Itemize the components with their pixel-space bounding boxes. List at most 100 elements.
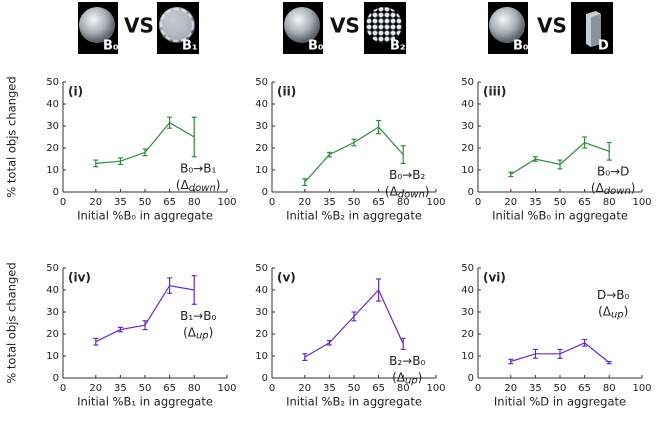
error-bar: [400, 145, 406, 164]
error-bar: [606, 360, 612, 365]
x-tick-label: 20: [298, 197, 311, 208]
line: [95, 121, 195, 164]
annotation-sub: up: [196, 330, 209, 341]
y-tick-label: 50: [46, 263, 59, 274]
error-bar: [93, 337, 99, 346]
x-tick-label: 20: [298, 383, 311, 394]
x-tick-label: 65: [578, 383, 591, 394]
error-bar: [557, 348, 563, 359]
x-tick-label: 100: [217, 383, 236, 394]
annotation-sub: up: [405, 375, 418, 386]
y-axis-label: % total objs changed: [5, 76, 19, 197]
error-bar: [191, 116, 197, 158]
x-axis-label: Initial %B₁ in aggregate: [77, 395, 213, 409]
x-tick-label: 65: [372, 197, 385, 208]
panel-label: (vi): [483, 271, 506, 285]
annotation-part: ): [209, 325, 214, 339]
y-tick-label: 50: [46, 77, 59, 88]
annotation-sub: down: [398, 189, 425, 200]
x-tick-label: 80: [188, 197, 201, 208]
x-tick-label: 80: [397, 383, 410, 394]
y-tick-label: 40: [255, 285, 268, 296]
y-tick-label: 30: [461, 121, 474, 132]
y-tick-label: 40: [461, 99, 474, 110]
x-tick-label: 100: [632, 197, 651, 208]
box-side: [591, 14, 601, 47]
annotation-part: ): [418, 370, 423, 384]
vs: VS: [124, 14, 154, 38]
x-tick-label: 35: [529, 383, 542, 394]
error-bar: [532, 156, 538, 162]
error-bar: [191, 275, 197, 305]
x-tick-label: 0: [269, 383, 275, 394]
annotation-part: (Δ: [183, 325, 197, 339]
x-tick-label: 0: [475, 383, 481, 394]
error-bar: [326, 151, 332, 158]
y-tick-label: 0: [262, 373, 268, 384]
x-tick-label: 50: [554, 197, 567, 208]
sphere: [79, 7, 115, 43]
y-axis-label: % total objs changed: [5, 262, 19, 383]
panel: 0 10 20 30 40 50 0 20 35 50 65 80 100 Initial %B₂ in …: [255, 263, 445, 409]
icon-label: B₁: [182, 39, 198, 54]
header: B₀ VS B₁ B₀ VS B₂ B₀ VS D: [78, 2, 613, 54]
error-bar: [532, 348, 538, 359]
error-bar: [376, 119, 382, 135]
error-bar: [376, 278, 382, 302]
panel: 0 10 20 30 40 50 0 20 35 50 65 80 100 Initial %B₁ in …: [5, 262, 237, 408]
y-tick-label: 30: [46, 121, 59, 132]
y-tick-label: 10: [46, 351, 59, 362]
x-axis-label: Initial %B₀ in aggregate: [492, 209, 628, 223]
annotation: (Δdown): [176, 177, 221, 194]
annotation: D→B₀: [597, 288, 630, 302]
comparison-2: B₀ VS B₂: [283, 2, 406, 54]
error-bar: [302, 178, 308, 186]
y-tick-label: 10: [461, 165, 474, 176]
x-tick-label: 35: [114, 383, 127, 394]
annotation-sub: down: [189, 183, 216, 194]
error-bar: [117, 157, 123, 166]
y-tick-label: 20: [461, 329, 474, 340]
error-bar: [582, 338, 588, 347]
annotation: B₀→B₁: [180, 161, 216, 175]
y-tick-label: 20: [255, 329, 268, 340]
sphere: [284, 7, 320, 43]
x-tick-label: 65: [578, 197, 591, 208]
y-tick-label: 40: [46, 99, 59, 110]
x-tick-label: 100: [426, 383, 445, 394]
error-bar: [557, 159, 563, 170]
x-tick-label: 50: [139, 383, 152, 394]
comparison-1: B₀ VS B₁: [78, 2, 199, 54]
panel-label: (iii): [483, 85, 506, 99]
comparison-3: B₀ VS D: [488, 2, 613, 54]
annotation: (Δup): [183, 325, 213, 342]
error-bar: [117, 326, 123, 333]
x-tick-label: 100: [632, 383, 651, 394]
x-tick-label: 0: [475, 197, 481, 208]
y-tick-label: 0: [53, 187, 59, 198]
icon-label: B₀: [103, 39, 119, 54]
y-tick-label: 50: [255, 77, 268, 88]
error-bar: [351, 138, 357, 147]
x-tick-label: 50: [348, 383, 361, 394]
x-tick-label: 20: [89, 383, 102, 394]
x-tick-label: 50: [348, 197, 361, 208]
y-tick-label: 40: [461, 285, 474, 296]
x-tick-label: 0: [60, 197, 66, 208]
vs: VS: [537, 14, 567, 38]
y-tick-label: 30: [255, 121, 268, 132]
line: [510, 141, 610, 175]
annotation: (Δdown): [591, 181, 636, 198]
error-bar: [326, 340, 332, 346]
annotation-sub: up: [611, 310, 624, 321]
error-bar: [167, 277, 173, 294]
y-tick-label: 30: [461, 307, 474, 318]
panel: 0 10 20 30 40 50 0 20 35 50 65 80 100 Initial %B₂ in …: [255, 77, 445, 223]
x-tick-label: 80: [188, 383, 201, 394]
sphere: [489, 7, 525, 43]
y-tick-label: 20: [46, 329, 59, 340]
y-tick-label: 10: [461, 351, 474, 362]
annotation-part: (Δ: [591, 181, 605, 195]
x-tick-label: 35: [323, 383, 336, 394]
